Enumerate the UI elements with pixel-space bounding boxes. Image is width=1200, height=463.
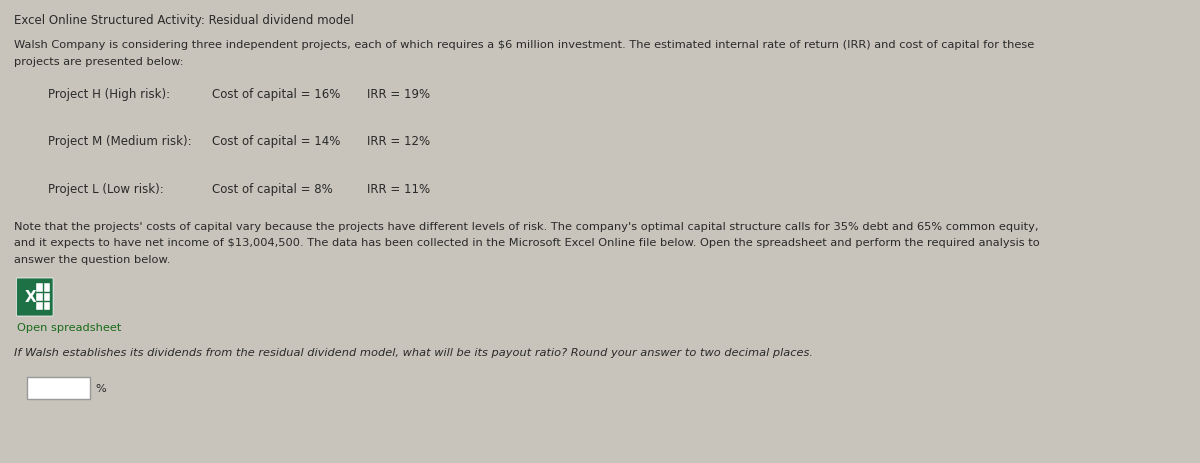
Text: Excel Online Structured Activity: Residual dividend model: Excel Online Structured Activity: Residu…: [13, 14, 353, 27]
Text: Cost of capital = 16%: Cost of capital = 16%: [212, 88, 341, 101]
Text: Cost of capital = 8%: Cost of capital = 8%: [212, 182, 334, 195]
FancyBboxPatch shape: [36, 302, 43, 311]
FancyBboxPatch shape: [28, 377, 90, 399]
Text: IRR = 11%: IRR = 11%: [367, 182, 430, 195]
Text: Note that the projects' costs of capital vary because the projects have differen: Note that the projects' costs of capital…: [13, 221, 1038, 232]
Text: projects are presented below:: projects are presented below:: [13, 57, 184, 67]
Text: IRR = 12%: IRR = 12%: [367, 135, 430, 148]
Text: Project M (Medium risk):: Project M (Medium risk):: [48, 135, 192, 148]
Text: Cost of capital = 14%: Cost of capital = 14%: [212, 135, 341, 148]
Text: and it expects to have net income of $13,004,500. The data has been collected in: and it expects to have net income of $13…: [13, 238, 1039, 247]
Text: Open spreadsheet: Open spreadsheet: [17, 322, 121, 332]
Text: answer the question below.: answer the question below.: [13, 255, 170, 264]
Text: X: X: [25, 290, 37, 305]
FancyBboxPatch shape: [36, 284, 43, 292]
Text: Project L (Low risk):: Project L (Low risk):: [48, 182, 164, 195]
FancyBboxPatch shape: [36, 293, 43, 301]
Text: IRR = 19%: IRR = 19%: [367, 88, 430, 101]
Text: Project H (High risk):: Project H (High risk):: [48, 88, 170, 101]
FancyBboxPatch shape: [43, 284, 50, 292]
FancyBboxPatch shape: [43, 302, 50, 311]
Text: If Walsh establishes its dividends from the residual dividend model, what will b: If Walsh establishes its dividends from …: [13, 347, 812, 357]
FancyBboxPatch shape: [43, 293, 50, 301]
Text: Walsh Company is considering three independent projects, each of which requires : Walsh Company is considering three indep…: [13, 40, 1033, 50]
FancyBboxPatch shape: [17, 278, 53, 316]
Text: %: %: [96, 383, 107, 393]
